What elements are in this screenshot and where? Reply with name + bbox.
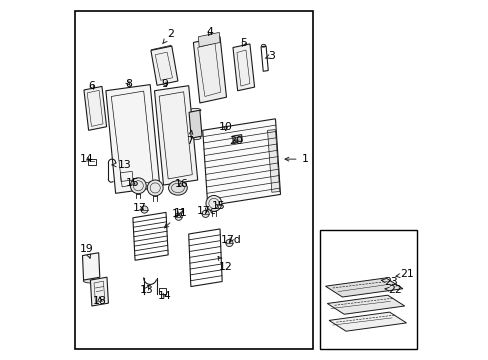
Polygon shape bbox=[325, 278, 402, 297]
Text: 10: 10 bbox=[219, 122, 232, 132]
Circle shape bbox=[141, 206, 148, 213]
Circle shape bbox=[147, 180, 163, 196]
Polygon shape bbox=[90, 277, 108, 306]
Text: 23: 23 bbox=[381, 276, 397, 287]
Text: 15: 15 bbox=[125, 178, 139, 188]
Polygon shape bbox=[326, 295, 404, 314]
Polygon shape bbox=[267, 130, 279, 192]
Text: 9: 9 bbox=[161, 78, 168, 89]
Circle shape bbox=[225, 239, 232, 247]
Ellipse shape bbox=[83, 279, 98, 283]
Text: 3: 3 bbox=[264, 51, 274, 61]
Text: 22: 22 bbox=[384, 285, 401, 295]
Text: 11: 11 bbox=[164, 208, 187, 228]
Polygon shape bbox=[189, 110, 202, 138]
Polygon shape bbox=[151, 46, 178, 85]
Text: 13: 13 bbox=[140, 285, 153, 295]
Polygon shape bbox=[328, 312, 406, 331]
Ellipse shape bbox=[261, 44, 265, 47]
Text: 17: 17 bbox=[132, 203, 146, 213]
Ellipse shape bbox=[190, 136, 201, 140]
Text: 1: 1 bbox=[285, 154, 308, 164]
Text: 13: 13 bbox=[112, 160, 132, 170]
Polygon shape bbox=[154, 86, 197, 185]
Text: 20: 20 bbox=[229, 136, 243, 146]
Polygon shape bbox=[203, 119, 280, 206]
Text: 8: 8 bbox=[125, 78, 132, 89]
Bar bbox=[87, 159, 96, 165]
Circle shape bbox=[205, 195, 222, 211]
Text: 14: 14 bbox=[80, 154, 94, 164]
Text: 18: 18 bbox=[93, 296, 106, 306]
Text: 12: 12 bbox=[218, 256, 232, 272]
Ellipse shape bbox=[190, 108, 201, 112]
Bar bbox=[75, 11, 312, 349]
Text: 19: 19 bbox=[80, 244, 94, 258]
Polygon shape bbox=[82, 253, 100, 280]
Text: 17c: 17c bbox=[197, 206, 216, 216]
Polygon shape bbox=[198, 32, 220, 47]
Ellipse shape bbox=[168, 181, 187, 195]
Bar bbox=[159, 288, 166, 294]
Polygon shape bbox=[84, 86, 106, 130]
Text: 16: 16 bbox=[174, 179, 188, 189]
Polygon shape bbox=[193, 37, 226, 103]
Text: 21: 21 bbox=[395, 269, 413, 279]
Text: 2: 2 bbox=[163, 29, 174, 44]
Circle shape bbox=[175, 213, 182, 220]
Bar bbox=[320, 230, 416, 349]
Polygon shape bbox=[232, 135, 242, 143]
Circle shape bbox=[202, 210, 209, 217]
Text: 4: 4 bbox=[206, 27, 213, 37]
Text: 7: 7 bbox=[186, 130, 193, 146]
Text: 14: 14 bbox=[158, 291, 171, 301]
Text: 17d: 17d bbox=[220, 235, 241, 246]
Circle shape bbox=[130, 178, 146, 194]
Polygon shape bbox=[106, 85, 160, 193]
Text: 5: 5 bbox=[240, 38, 247, 48]
Text: 6: 6 bbox=[88, 81, 95, 91]
Polygon shape bbox=[232, 44, 254, 91]
Text: 17: 17 bbox=[172, 209, 185, 219]
Text: 15: 15 bbox=[211, 201, 225, 211]
